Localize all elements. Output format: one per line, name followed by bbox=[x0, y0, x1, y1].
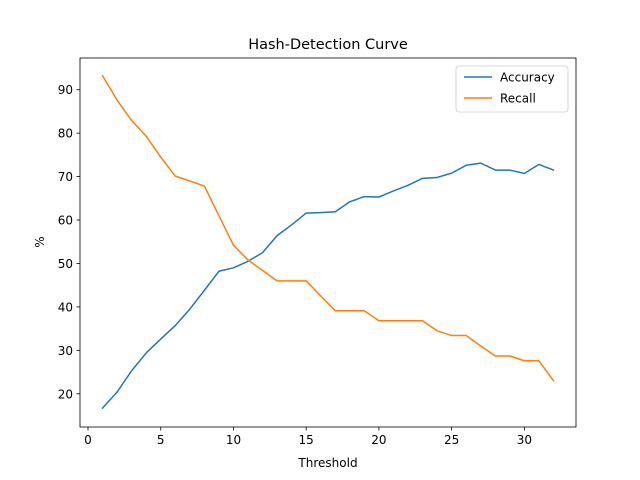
y-axis-label: % bbox=[33, 236, 47, 247]
x-tick-label: 20 bbox=[371, 433, 386, 447]
y-tick-label: 70 bbox=[58, 170, 73, 184]
x-tick-label: 10 bbox=[226, 433, 241, 447]
x-tick-label: 30 bbox=[517, 433, 532, 447]
plot-area: 0 5 10 15 20 25 30 20 30 40 50 60 70 80 90 bbox=[58, 57, 577, 447]
x-tick-label: 0 bbox=[84, 433, 92, 447]
x-tick-label: 25 bbox=[444, 433, 459, 447]
legend: Accuracy Recall bbox=[455, 65, 569, 113]
x-tick-label: 5 bbox=[157, 433, 165, 447]
y-tick-label: 50 bbox=[58, 257, 73, 271]
plot-frame bbox=[79, 57, 577, 428]
y-tick-label: 20 bbox=[58, 387, 73, 401]
y-tick-label: 80 bbox=[58, 127, 73, 141]
legend-label-recall: Recall bbox=[500, 92, 536, 106]
y-tick-label: 90 bbox=[58, 83, 73, 97]
series-line-recall bbox=[101, 74, 555, 382]
y-tick-label: 60 bbox=[58, 214, 73, 228]
x-tick-label: 15 bbox=[299, 433, 314, 447]
chart-title: Hash-Detection Curve bbox=[248, 37, 408, 53]
legend-label-accuracy: Accuracy bbox=[500, 71, 555, 85]
y-tick-label: 30 bbox=[58, 344, 73, 358]
x-axis-label: Threshold bbox=[297, 456, 357, 470]
y-tick-label: 40 bbox=[58, 300, 73, 314]
series-line-accuracy bbox=[101, 162, 555, 410]
